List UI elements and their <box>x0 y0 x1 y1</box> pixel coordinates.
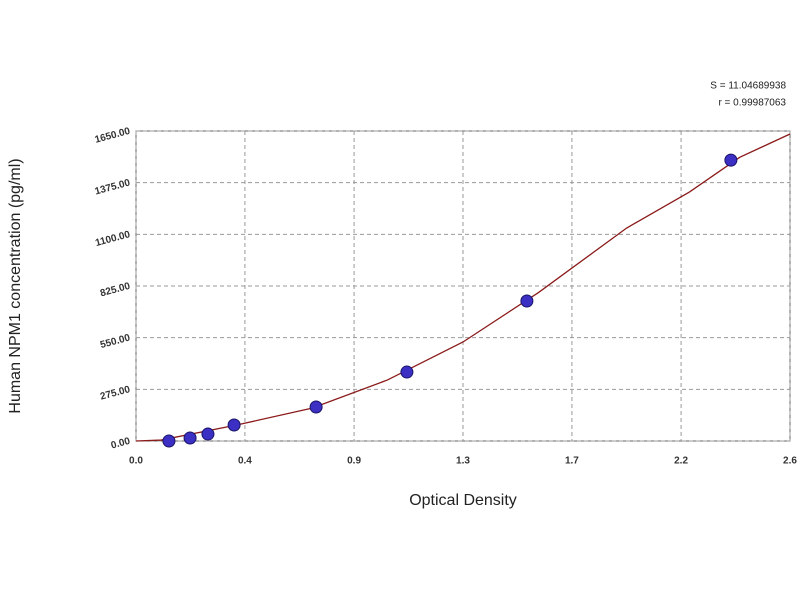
y-tick-label: 1650.00 <box>94 126 132 146</box>
y-tick-label: 1375.00 <box>94 177 132 197</box>
y-tick-label: 1100.00 <box>94 229 132 249</box>
x-tick-label: 0.0 <box>129 456 143 467</box>
data-point <box>520 294 534 308</box>
data-point <box>400 365 414 379</box>
data-point <box>227 418 241 432</box>
x-axis-title: Optical Density <box>409 492 517 509</box>
x-tick-label: 2.2 <box>674 456 688 467</box>
x-tick-label: 0.4 <box>238 456 252 467</box>
y-tick-label: 275.00 <box>99 384 132 403</box>
data-point <box>724 153 738 167</box>
y-tick-label: 825.00 <box>99 281 132 300</box>
annotation: r = 0.99987063 <box>718 98 786 109</box>
data-point <box>309 400 323 414</box>
y-tick-label: 0.00 <box>110 436 132 452</box>
x-tick-label: 1.3 <box>456 456 470 467</box>
x-tick-label: 2.6 <box>783 456 797 467</box>
y-axis-title: Human NPM1 concentration (pg/ml) <box>7 158 24 413</box>
x-tick-label: 0.9 <box>347 456 361 467</box>
data-point <box>162 434 176 448</box>
y-tick-label: 550.00 <box>99 332 132 351</box>
annotation: S = 11.04689938 <box>710 81 786 92</box>
data-point <box>183 431 197 445</box>
x-tick-label: 1.7 <box>565 456 579 467</box>
data-point <box>201 427 215 441</box>
